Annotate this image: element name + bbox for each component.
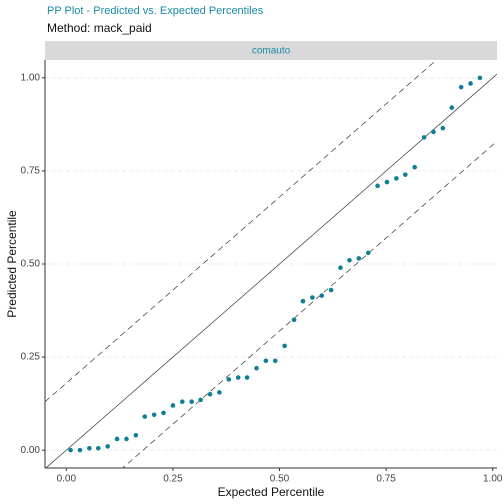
- point: [114, 436, 120, 442]
- y-tick-label: 0.75: [21, 166, 41, 177]
- reference-lines: [45, 60, 497, 468]
- chart-subtitle: Method: mack_paid: [47, 21, 152, 35]
- point: [356, 256, 362, 261]
- point: [319, 293, 325, 298]
- point: [300, 298, 306, 304]
- point: [198, 397, 203, 403]
- point: [347, 257, 352, 263]
- grid: [45, 77, 497, 451]
- point: [449, 105, 455, 110]
- point: [217, 390, 222, 395]
- point: [96, 445, 101, 451]
- point: [207, 391, 213, 397]
- point: [189, 399, 194, 405]
- point: [403, 172, 408, 177]
- x-tick-label: 0.75: [376, 474, 396, 485]
- point: [272, 358, 278, 364]
- point: [226, 377, 232, 382]
- point: [180, 399, 185, 405]
- point: [87, 445, 92, 451]
- point: [394, 176, 399, 181]
- point: [105, 444, 110, 449]
- x-tick-label: 1.00: [483, 474, 503, 485]
- point: [458, 84, 464, 90]
- x-tick-label: 0.00: [57, 474, 77, 485]
- x-tick-label: 0.50: [270, 474, 290, 485]
- reference-line: [45, 60, 437, 403]
- point: [468, 81, 473, 86]
- y-tick-label: 1.00: [21, 73, 41, 84]
- points: [68, 75, 483, 453]
- y-tick-label: 0.00: [21, 445, 41, 456]
- point: [235, 375, 241, 380]
- point: [151, 412, 157, 418]
- point: [263, 358, 269, 364]
- point: [440, 125, 446, 131]
- point: [421, 135, 427, 140]
- point: [365, 250, 371, 256]
- chart-title: PP Plot - Predicted vs. Expected Percent…: [47, 5, 264, 17]
- point: [412, 164, 418, 170]
- point: [170, 403, 176, 408]
- point: [384, 179, 390, 185]
- x-tick-label: 0.25: [163, 474, 183, 485]
- reference-line: [122, 140, 497, 468]
- point: [291, 317, 297, 323]
- point: [77, 447, 83, 453]
- point: [477, 75, 483, 81]
- point: [161, 410, 166, 416]
- point: [310, 295, 315, 300]
- y-tick-label: 0.25: [21, 352, 41, 363]
- point: [133, 432, 139, 438]
- x-axis-label: Expected Percentile: [218, 485, 325, 499]
- facet-label: comauto: [252, 46, 291, 57]
- point: [124, 436, 129, 442]
- point: [328, 287, 334, 293]
- point: [254, 365, 259, 371]
- reference-line: [45, 73, 497, 468]
- facet-strip: [45, 41, 497, 60]
- point: [282, 343, 287, 349]
- point: [244, 375, 250, 380]
- point: [338, 265, 343, 271]
- point: [431, 129, 436, 135]
- point: [142, 414, 148, 419]
- point: [375, 183, 380, 189]
- y-tick-label: 0.50: [21, 259, 41, 270]
- y-axis-label: Predicted Percentile: [5, 210, 19, 318]
- point: [68, 447, 73, 453]
